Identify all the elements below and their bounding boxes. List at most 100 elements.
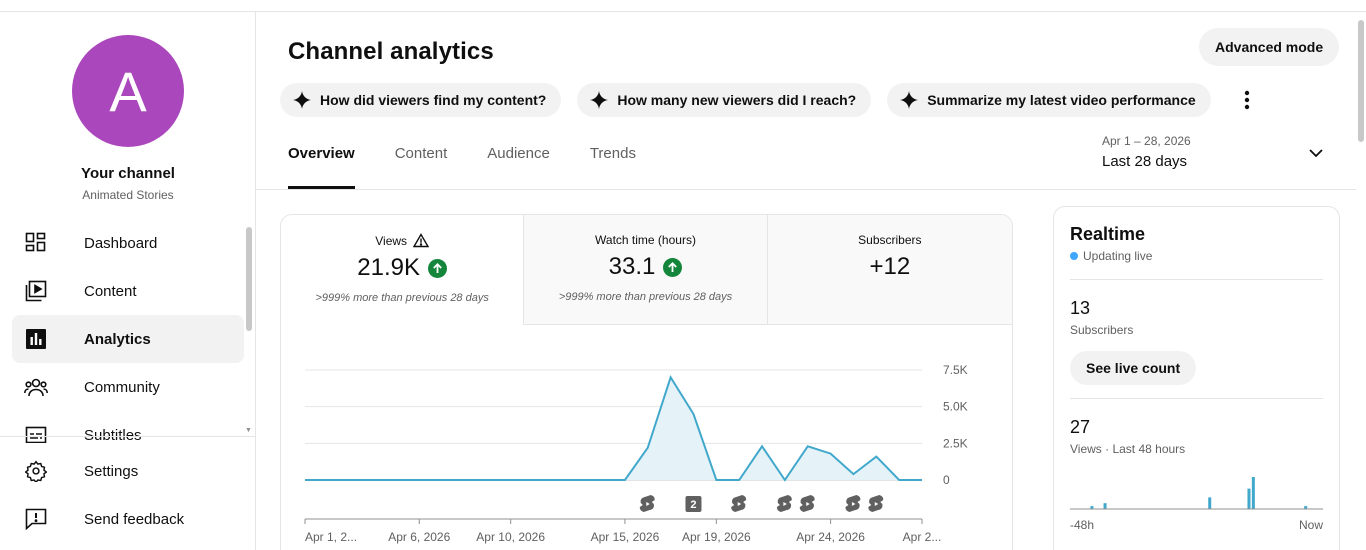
sidebar-item-label: Settings — [84, 462, 139, 480]
x-tick-label: Apr 1, 2... — [305, 530, 357, 544]
realtime-views-label: Views · Last 48 hours — [1070, 442, 1186, 456]
see-live-count-button[interactable]: See live count — [1070, 351, 1197, 385]
channel-handle: Animated Stories — [82, 188, 174, 202]
sidebar-divider — [0, 436, 255, 437]
realtime-views-chart[interactable]: -48h Now — [1070, 469, 1324, 531]
tab-content[interactable]: Content — [394, 145, 448, 162]
sidebar-item-label: Analytics — [84, 330, 151, 348]
chip-traffic-sources[interactable]: How did viewers find my content? — [280, 83, 562, 117]
page-scrollbar[interactable] — [1356, 12, 1366, 550]
metric-label: Views — [375, 233, 408, 248]
warning-icon[interactable] — [413, 233, 430, 248]
chip-label: How many new viewers did I reach? — [617, 92, 857, 108]
metric-label: Watch time (hours) — [595, 233, 696, 247]
metric-value: 33.1 — [608, 253, 656, 280]
metric-watch-time[interactable]: Watch time (hours) 33.1 >999% more than … — [524, 215, 768, 325]
video-count-marker[interactable] — [685, 496, 702, 512]
realtime-divider — [1070, 398, 1323, 399]
sidebar-item-subtitles[interactable]: Subtitles — [12, 411, 244, 443]
metric-value: 21.9K — [357, 254, 421, 281]
content-icon — [24, 279, 48, 303]
channel-name: Your channel — [81, 165, 175, 182]
x-tick-label: Apr 19, 2026 — [682, 530, 751, 544]
realtime-divider — [1070, 279, 1323, 280]
metric-views[interactable]: Views 21.9K >999% more than previous 28 … — [281, 215, 525, 325]
sidebar-item-label: Dashboard — [84, 234, 158, 252]
metric-label: Subscribers — [858, 233, 922, 247]
sidebar-item-content[interactable]: Content — [12, 267, 244, 315]
realtime-subscribers-label: Subscribers — [1070, 323, 1134, 337]
shorts-play-icon — [737, 502, 742, 506]
metric-subscribers[interactable]: Subscribers +12 — [767, 215, 1012, 325]
shorts-play-icon — [783, 502, 787, 506]
sidebar-scrollbar[interactable] — [246, 227, 252, 331]
views-line[interactable] — [305, 374, 922, 482]
advanced-mode-button[interactable]: Advanced mode — [1199, 28, 1340, 66]
sidebar-item-community[interactable]: Community — [12, 363, 244, 411]
shorts-play-icon — [851, 502, 856, 506]
y-tick-label: 0 — [943, 473, 950, 487]
sidebar-nav: Dashboard Content Analytics Community Su… — [12, 219, 244, 443]
chip-new-viewers[interactable]: How many new viewers did I reach? — [577, 83, 872, 117]
subtitles-icon — [24, 423, 48, 443]
more-options-icon[interactable] — [1233, 86, 1261, 114]
views-area — [305, 377, 922, 480]
realtime-card: Realtime Updating live 13 Subscribers Se… — [1053, 206, 1340, 550]
realtime-bar[interactable] — [1090, 506, 1094, 509]
x-tick-label: Apr 6, 2026 — [388, 530, 450, 544]
live-dot-icon — [1070, 252, 1078, 260]
top-bar — [0, 0, 1366, 12]
channel-avatar[interactable]: A — [72, 35, 184, 147]
page-scroll-thumb[interactable] — [1358, 20, 1364, 142]
sparkle-icon — [293, 91, 311, 109]
chip-summarize-latest[interactable]: Summarize my latest video performance — [887, 83, 1211, 117]
metric-value: +12 — [869, 253, 911, 280]
x-tick-label: Apr 15, 2026 — [591, 530, 660, 544]
y-tick-label: 5.0K — [943, 400, 968, 414]
sidebar-item-analytics[interactable]: Analytics — [12, 315, 244, 363]
page-title: Channel analytics — [288, 38, 494, 65]
date-range-label: Last 28 days — [1102, 153, 1188, 170]
realtime-bar[interactable] — [1208, 497, 1212, 509]
sidebar-item-label: Content — [84, 282, 137, 300]
tab-overview[interactable]: Overview — [288, 145, 355, 189]
realtime-bar[interactable] — [1304, 506, 1308, 509]
sparkle-icon — [590, 91, 609, 109]
shorts-play-icon — [874, 502, 879, 506]
sidebar-item-feedback[interactable]: Send feedback — [12, 495, 244, 543]
main-content: Channel analytics Advanced mode How did … — [256, 12, 1356, 550]
arrow-up-icon — [428, 258, 448, 278]
avatar-letter: A — [109, 59, 147, 123]
tab-audience[interactable]: Audience — [487, 145, 550, 162]
sidebar-bottom-nav: Settings Send feedback — [12, 447, 244, 543]
realtime-bar[interactable] — [1251, 477, 1255, 509]
date-range: Apr 1 – 28, 2026 — [1102, 134, 1191, 148]
y-tick-label: 2.5K — [943, 436, 968, 450]
realtime-bar[interactable] — [1247, 488, 1251, 509]
sidebar-item-dashboard[interactable]: Dashboard — [12, 219, 244, 267]
sidebar-item-settings[interactable]: Settings — [12, 447, 244, 495]
sidebar-item-label: Subtitles — [84, 426, 142, 444]
x-tick-label: Apr 2... — [903, 530, 942, 544]
scroll-down-arrow-icon[interactable]: ▼ — [245, 427, 252, 434]
chip-label: Summarize my latest video performance — [927, 92, 1196, 108]
chevron-down-icon — [1309, 149, 1323, 158]
views-chart[interactable]: 7.5K 5.0K 2.5K 0 2 Apr 1, 2... Apr 6, 2026 Apr … — [281, 325, 1013, 550]
realtime-views-value: 27 — [1070, 417, 1091, 437]
sparkle-icon — [900, 91, 919, 109]
realtime-bar[interactable] — [1103, 503, 1107, 509]
feedback-icon — [24, 507, 48, 531]
metric-delta: >999% more than previous 28 days — [315, 292, 489, 304]
y-tick-label: 7.5K — [943, 363, 968, 377]
suggestion-chips: How did viewers find my content? How man… — [280, 83, 1261, 117]
tab-trends[interactable]: Trends — [589, 145, 636, 162]
live-status: Updating live — [1070, 249, 1152, 263]
overview-card: Views 21.9K >999% more than previous 28 … — [280, 214, 1013, 550]
dashboard-icon — [24, 231, 48, 255]
date-range-picker[interactable]: Apr 1 – 28, 2026 Last 28 days — [1102, 134, 1330, 178]
x-tick-label: Apr 24, 2026 — [796, 530, 865, 544]
gear-icon — [24, 459, 48, 483]
chip-label: How did viewers find my content? — [320, 92, 547, 108]
analytics-tabs: Overview Content Audience Trends — [288, 145, 676, 189]
realtime-axis-end: Now — [1299, 518, 1323, 531]
